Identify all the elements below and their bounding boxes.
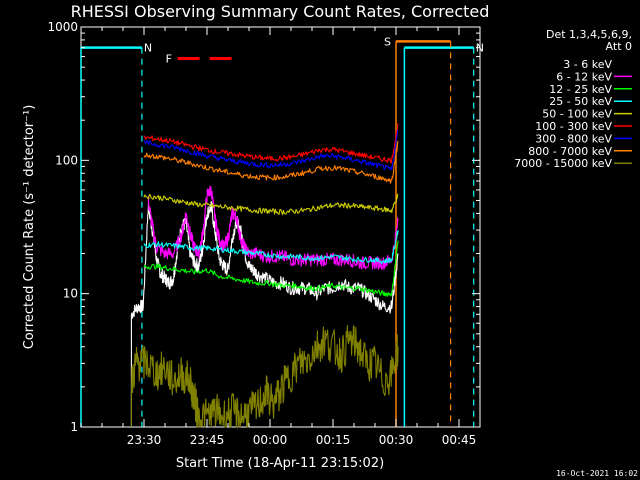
series-line-2 [143, 240, 399, 297]
x-tick-label: 00:00 [253, 433, 288, 447]
x-axis-label: Start Time (18-Apr-11 23:15:02) [176, 456, 384, 471]
legend-entry-label: 6 - 12 keV [556, 70, 612, 83]
flag-label: S [384, 35, 391, 48]
series-line-5 [143, 123, 399, 164]
legend-entry-label: 50 - 100 keV [542, 108, 612, 121]
x-tick-label: 23:30 [127, 433, 162, 447]
series-layer [130, 123, 399, 428]
y-tick-label: 1 [70, 420, 78, 434]
series-line-3 [143, 230, 399, 265]
x-tick-label: 00:45 [442, 433, 477, 447]
series-line-8 [130, 325, 399, 428]
legend-header-line: Att 0 [606, 40, 632, 53]
legend-header-line: Det 1,3,4,5,6,9, [546, 28, 632, 41]
y-tick-label: 100 [55, 153, 78, 167]
legend-entry-label: 300 - 800 keV [535, 132, 612, 145]
legend-entry-label: 800 - 7000 keV [528, 145, 612, 158]
series-line-6 [143, 129, 399, 171]
x-tick-label: 00:30 [379, 433, 414, 447]
legend-entry-label: 12 - 25 keV [549, 83, 612, 96]
series-line-7 [143, 140, 399, 184]
chart-title: RHESSI Observing Summary Count Rates, Co… [71, 2, 490, 21]
y-axis-label: Corrected Count Rate (s⁻¹ detector⁻¹) [22, 105, 37, 350]
legend-entry-label: 100 - 300 keV [535, 120, 612, 133]
flare-flag-label: F [166, 53, 172, 66]
axes: 1 10 100 1000 23:30 23:45 00:00 00:15 00:30 00:45 [47, 20, 481, 447]
flag-label: N [144, 42, 152, 55]
legend-entry-label: 3 - 6 keV [563, 58, 612, 71]
legend-entry-label: 25 - 50 keV [549, 95, 612, 108]
series-line-0 [130, 200, 399, 427]
footer-date: 16-Oct-2021 16:02 [556, 469, 638, 478]
legend-entry-label: 7000 - 15000 keV [514, 157, 612, 170]
y-tick-label: 1000 [47, 20, 78, 34]
y-tick-label: 10 [63, 287, 78, 301]
series-line-4 [143, 193, 399, 216]
x-tick-label: 23:45 [190, 433, 225, 447]
x-tick-label: 00:15 [316, 433, 351, 447]
